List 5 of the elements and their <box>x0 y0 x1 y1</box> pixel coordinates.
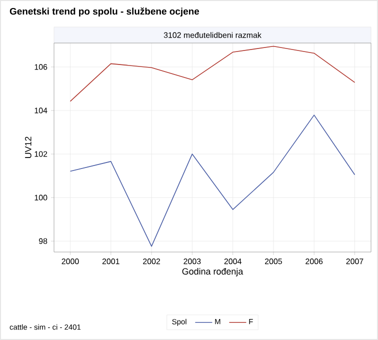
chart-title: Genetski trend po spolu - službene ocjene <box>10 7 200 17</box>
y-axis-title: UV12 <box>24 136 32 158</box>
line-series <box>70 114 356 247</box>
line-series <box>70 46 356 102</box>
x-axis-title: Godina rođenja <box>182 268 244 276</box>
